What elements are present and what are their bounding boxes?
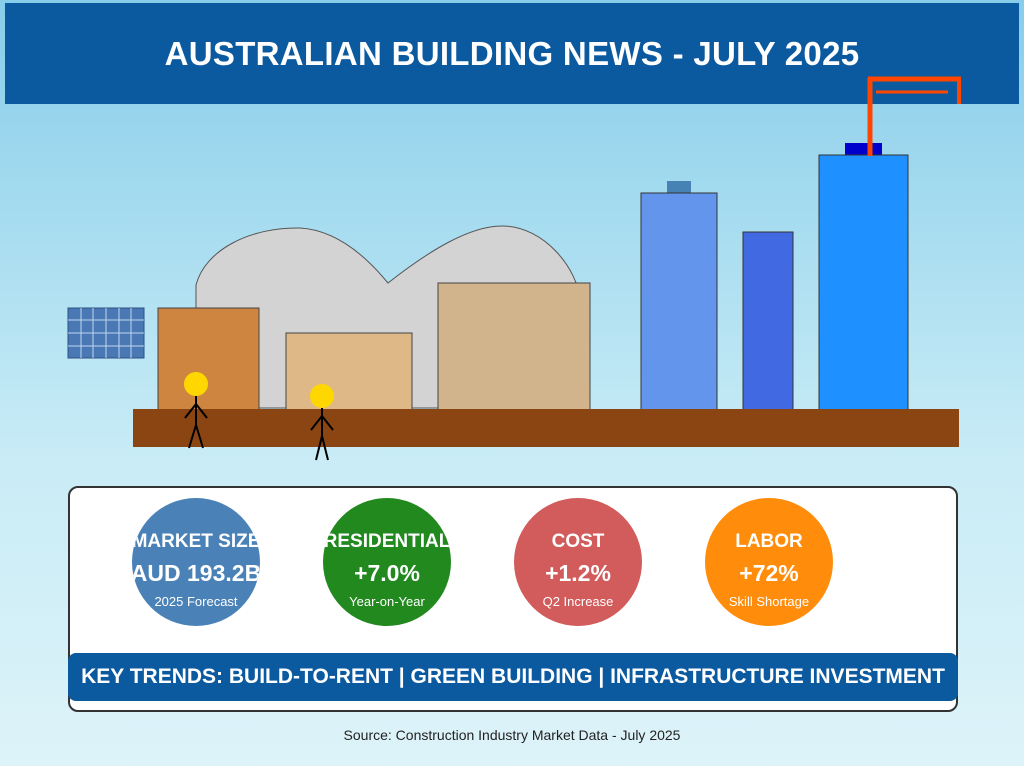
stat-subtitle: 2025 Forecast [154, 594, 238, 609]
ground [133, 409, 959, 447]
stat-cost: COST +1.2% Q2 Increase [514, 498, 642, 626]
stat-label: LABOR [735, 531, 803, 552]
header-banner: AUSTRALIAN BUILDING NEWS - JULY 2025 [5, 3, 1019, 104]
building-1 [157, 307, 260, 411]
stat-label: RESIDENTIAL [323, 531, 451, 552]
tower-2 [742, 231, 794, 411]
stat-value: +72% [739, 560, 799, 586]
worker-2-icon [310, 408, 334, 461]
worker-1-head [184, 372, 208, 396]
crane-icon [867, 76, 961, 156]
stat-residential: RESIDENTIAL +7.0% Year-on-Year [323, 498, 451, 626]
worker-1-icon [184, 396, 208, 449]
stat-market-size: MARKET SIZE AUD 193.2B 2025 Forecast [132, 498, 260, 626]
tower-3-roof [845, 143, 882, 156]
stat-label: COST [551, 531, 605, 552]
source-note: Source: Construction Industry Market Dat… [343, 727, 681, 743]
building-2 [285, 332, 413, 411]
stat-value: AUD 193.2B [132, 560, 260, 586]
key-trends-text: KEY TRENDS: BUILD-TO-RENT | GREEN BUILDI… [81, 665, 945, 688]
worker-2-head [310, 384, 334, 408]
stat-subtitle: Q2 Increase [542, 594, 614, 609]
stat-value: +1.2% [545, 560, 611, 586]
building-3 [437, 282, 591, 411]
page-title: AUSTRALIAN BUILDING NEWS - JULY 2025 [164, 34, 860, 72]
solar-panel-icon [67, 307, 145, 359]
stat-value: +7.0% [354, 560, 420, 586]
stat-label: MARKET SIZE [132, 531, 260, 552]
tower-3 [818, 154, 909, 411]
key-trends-banner: KEY TRENDS: BUILD-TO-RENT | GREEN BUILDI… [68, 653, 958, 701]
stat-labor: LABOR +72% Skill Shortage [705, 498, 833, 626]
tower-1 [640, 192, 718, 411]
stat-subtitle: Year-on-Year [349, 594, 425, 609]
stat-subtitle: Skill Shortage [728, 594, 810, 609]
tower-1-roof [667, 181, 691, 193]
